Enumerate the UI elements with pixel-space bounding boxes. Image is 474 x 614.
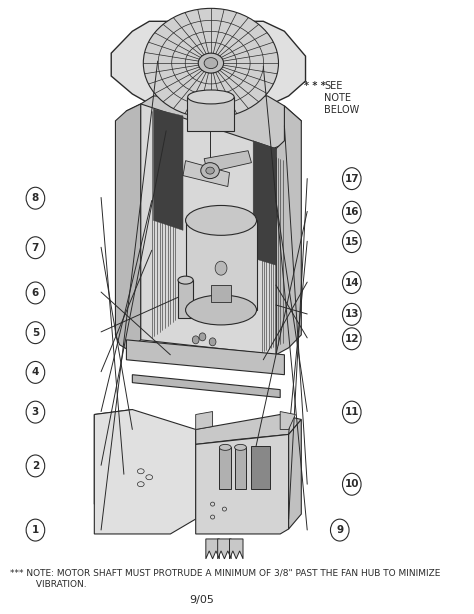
Polygon shape <box>196 414 301 445</box>
Ellipse shape <box>143 9 279 118</box>
Ellipse shape <box>185 295 256 325</box>
Ellipse shape <box>235 445 246 450</box>
Polygon shape <box>185 220 256 310</box>
Circle shape <box>215 261 227 275</box>
Text: 9: 9 <box>336 525 343 535</box>
Circle shape <box>26 401 45 423</box>
Text: 16: 16 <box>345 208 359 217</box>
Text: 5: 5 <box>32 328 39 338</box>
Polygon shape <box>187 97 234 131</box>
Polygon shape <box>111 21 306 106</box>
Text: 9/05: 9/05 <box>189 595 214 605</box>
Text: 7: 7 <box>32 243 39 253</box>
Text: 3: 3 <box>32 407 39 417</box>
Polygon shape <box>211 285 231 302</box>
Circle shape <box>26 519 45 541</box>
Text: * * *: * * * <box>304 81 326 91</box>
Polygon shape <box>127 340 284 375</box>
Circle shape <box>209 338 216 346</box>
Circle shape <box>26 322 45 344</box>
Ellipse shape <box>219 445 231 450</box>
Ellipse shape <box>204 58 218 69</box>
Ellipse shape <box>201 163 219 179</box>
Polygon shape <box>218 539 231 559</box>
Polygon shape <box>94 410 132 509</box>
Polygon shape <box>122 96 301 150</box>
Polygon shape <box>219 448 231 489</box>
Polygon shape <box>206 539 219 559</box>
Text: VIBRATION.: VIBRATION. <box>10 580 86 589</box>
Circle shape <box>343 303 361 325</box>
Circle shape <box>343 328 361 350</box>
Polygon shape <box>141 104 276 355</box>
Circle shape <box>26 237 45 258</box>
Circle shape <box>199 333 206 341</box>
Circle shape <box>330 519 349 541</box>
Polygon shape <box>280 411 295 429</box>
Polygon shape <box>183 161 229 187</box>
Polygon shape <box>132 375 280 398</box>
Circle shape <box>26 282 45 304</box>
Polygon shape <box>196 411 213 429</box>
Text: 14: 14 <box>345 278 359 287</box>
Circle shape <box>343 401 361 423</box>
Polygon shape <box>196 435 289 534</box>
Text: 1: 1 <box>32 525 39 535</box>
Ellipse shape <box>188 90 234 104</box>
Text: 2: 2 <box>32 461 39 471</box>
Text: 6: 6 <box>32 288 39 298</box>
Circle shape <box>343 271 361 293</box>
Text: 15: 15 <box>345 236 359 247</box>
Text: 10: 10 <box>345 480 359 489</box>
Text: 12: 12 <box>345 334 359 344</box>
Polygon shape <box>235 448 246 489</box>
Polygon shape <box>116 104 141 350</box>
Circle shape <box>26 362 45 383</box>
Polygon shape <box>253 141 276 265</box>
Text: 4: 4 <box>32 367 39 378</box>
Circle shape <box>192 336 199 344</box>
Ellipse shape <box>206 167 214 174</box>
Polygon shape <box>252 446 270 489</box>
Polygon shape <box>154 109 183 230</box>
Text: *** NOTE: MOTOR SHAFT MUST PROTRUDE A MINIMUM OF 3/8" PAST THE FAN HUB TO MINIMI: *** NOTE: MOTOR SHAFT MUST PROTRUDE A MI… <box>10 569 440 577</box>
Ellipse shape <box>198 53 224 73</box>
Circle shape <box>343 168 361 190</box>
Ellipse shape <box>185 206 256 235</box>
Text: 13: 13 <box>345 309 359 319</box>
Ellipse shape <box>178 276 193 284</box>
Polygon shape <box>289 419 301 529</box>
Circle shape <box>343 201 361 223</box>
Polygon shape <box>229 539 243 559</box>
Circle shape <box>26 455 45 477</box>
Text: 8: 8 <box>32 193 39 203</box>
Polygon shape <box>276 106 301 355</box>
Text: BELOW: BELOW <box>324 105 359 115</box>
Text: NOTE: NOTE <box>324 93 351 103</box>
Polygon shape <box>178 280 193 318</box>
Polygon shape <box>204 150 252 173</box>
Polygon shape <box>94 410 196 534</box>
Text: 17: 17 <box>345 174 359 184</box>
Circle shape <box>26 187 45 209</box>
Circle shape <box>343 473 361 495</box>
Circle shape <box>343 231 361 252</box>
Text: SEE: SEE <box>324 81 343 91</box>
Text: 11: 11 <box>345 407 359 417</box>
